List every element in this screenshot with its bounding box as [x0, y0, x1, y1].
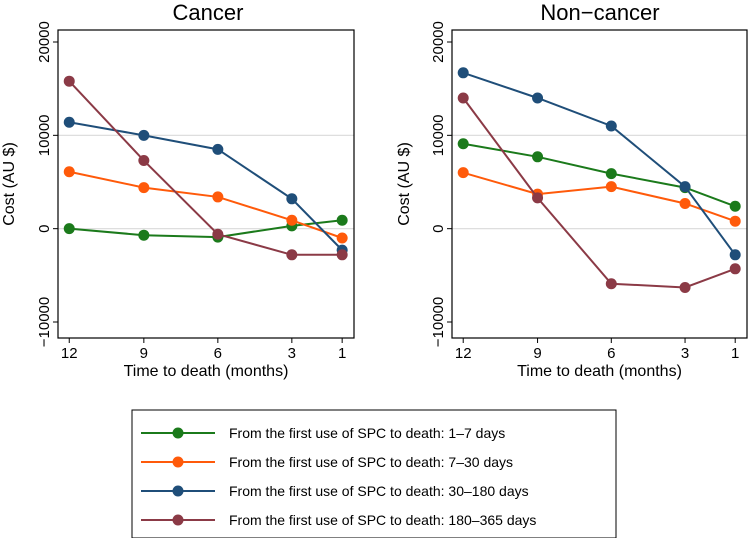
data-point: [605, 120, 617, 132]
x-tick-label: 1: [338, 345, 346, 362]
data-point: [729, 200, 741, 212]
data-point: [532, 92, 544, 104]
legend-label-4: From the first use of SPC to death: 180–…: [229, 512, 536, 528]
legend-label-1: From the first use of SPC to death: 1–7 …: [229, 425, 505, 441]
data-point: [457, 138, 469, 150]
series-line-3: [462, 71, 737, 256]
x-tick-label: 1: [731, 345, 739, 362]
data-point: [679, 281, 691, 293]
data-point: [138, 229, 150, 241]
x-tick-label: 6: [607, 345, 615, 362]
data-point: [212, 191, 224, 203]
series-line-4: [462, 97, 736, 289]
data-point: [138, 182, 150, 194]
legend-marker-3: [172, 485, 184, 497]
data-point: [729, 263, 741, 275]
panel-title: Cancer: [173, 0, 244, 25]
data-point: [286, 249, 298, 261]
y-tick-label: 10000: [36, 114, 53, 156]
panel-title: Non−cancer: [540, 0, 659, 25]
data-point: [457, 167, 469, 179]
data-point: [729, 249, 741, 261]
data-point: [212, 228, 224, 240]
y-tick-label: 20000: [430, 21, 447, 63]
data-point: [63, 75, 75, 87]
data-point: [605, 168, 617, 180]
legend-marker-2: [172, 456, 184, 468]
data-point: [729, 215, 741, 227]
x-tick-label: 3: [681, 345, 689, 362]
panel-cancer: Cancer −10000 0 10000 20000 Cost (AU $) 12 9 6 3 1…: [1, 0, 355, 380]
legend-label-3: From the first use of SPC to death: 30–1…: [229, 483, 529, 499]
data-point: [286, 193, 298, 205]
data-point: [138, 155, 150, 167]
data-point: [336, 249, 348, 261]
data-point: [679, 197, 691, 209]
legend-box: [131, 409, 617, 538]
x-tick-label: 12: [61, 345, 78, 362]
x-tick-label: 3: [288, 345, 296, 362]
data-point: [63, 166, 75, 178]
data-point: [679, 181, 691, 193]
series-line-2: [69, 170, 343, 239]
x-tick-label: 12: [455, 345, 472, 362]
legend-marker-1: [172, 427, 184, 439]
data-point: [532, 192, 544, 204]
legend: From the first use of SPC to death: 1–7 …: [131, 409, 617, 538]
panel-non-cancer: Non−cancer −10000 0 10000 20000 Cost (AU $) 12…: [396, 0, 748, 380]
data-point: [336, 214, 348, 226]
y-tick-label: 0: [430, 224, 447, 232]
data-point: [532, 151, 544, 163]
legend-marker-4: [172, 514, 184, 526]
series-line-2: [462, 171, 736, 223]
x-axis-label: Time to death (months): [124, 363, 289, 380]
y-tick-label: −10000: [430, 297, 447, 347]
y-tick-label: 20000: [36, 21, 53, 63]
y-axis-label: Cost (AU $): [1, 142, 18, 226]
data-point: [457, 67, 469, 79]
data-point: [336, 232, 348, 244]
y-tick-label: 10000: [430, 114, 447, 156]
plot-frame: [451, 29, 748, 339]
data-point: [457, 92, 469, 104]
x-axis-label: Time to death (months): [517, 363, 682, 380]
y-tick-label: −10000: [36, 297, 53, 347]
plot-frame: [57, 29, 355, 339]
data-point: [605, 278, 617, 290]
legend-label-2: From the first use of SPC to death: 7–30…: [229, 454, 513, 470]
series-line-3: [69, 121, 343, 251]
data-point: [138, 129, 150, 141]
x-tick-label: 9: [140, 345, 148, 362]
y-axis-label: Cost (AU $): [396, 142, 413, 226]
data-point: [286, 214, 298, 226]
data-point: [63, 223, 75, 235]
x-tick-label: 9: [533, 345, 541, 362]
data-point: [63, 116, 75, 128]
y-tick-label: 0: [36, 224, 53, 232]
data-point: [212, 143, 224, 155]
x-tick-label: 6: [214, 345, 222, 362]
data-point: [605, 181, 617, 193]
